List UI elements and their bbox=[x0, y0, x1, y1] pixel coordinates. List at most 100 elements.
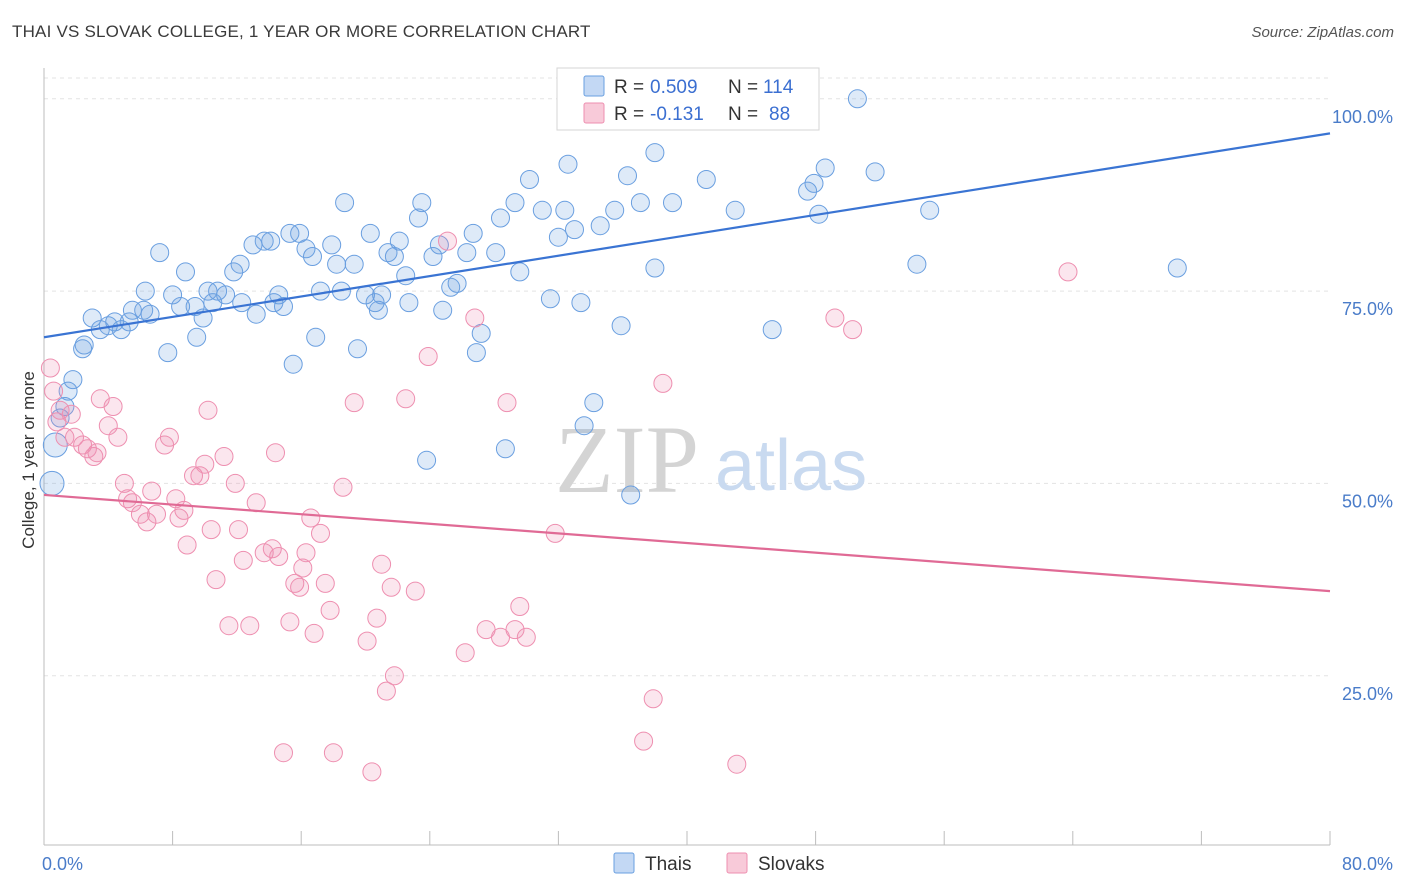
slovaks-point bbox=[634, 731, 654, 751]
bottom-legend-label-thais: Thais bbox=[645, 854, 691, 875]
slovaks-point bbox=[280, 612, 300, 632]
thais-point bbox=[520, 170, 539, 189]
thais-point bbox=[495, 439, 515, 459]
thais-point bbox=[254, 231, 274, 251]
slovaks-point bbox=[214, 447, 234, 466]
legend-r-value-thais: 0.509 bbox=[650, 77, 698, 98]
thais-point bbox=[216, 285, 236, 305]
thais-point bbox=[389, 231, 409, 251]
slovaks-point bbox=[362, 762, 382, 782]
thais-point bbox=[409, 208, 428, 228]
slovaks-point bbox=[405, 581, 425, 601]
slovaks-point bbox=[396, 389, 416, 409]
thais-point bbox=[491, 208, 510, 228]
slovaks-point bbox=[465, 308, 485, 328]
thais-point bbox=[344, 254, 364, 274]
slovaks-point bbox=[50, 400, 70, 420]
thais-point bbox=[135, 281, 155, 301]
thais-point bbox=[360, 223, 380, 243]
thais-point bbox=[804, 173, 824, 193]
slovaks-point bbox=[727, 754, 747, 774]
thais-point bbox=[645, 258, 665, 278]
thais-point bbox=[447, 273, 467, 293]
slovaks-point bbox=[1058, 262, 1078, 282]
thais-point bbox=[540, 289, 560, 309]
thais-point bbox=[348, 339, 367, 359]
slovaks-point bbox=[344, 393, 364, 413]
thais-point bbox=[571, 293, 591, 313]
thais-point bbox=[303, 247, 322, 266]
thais-point bbox=[505, 193, 525, 213]
slovaks-point bbox=[225, 473, 245, 493]
legend-n-value-slovaks: 88 bbox=[769, 104, 790, 125]
slovaks-point bbox=[266, 443, 285, 463]
thais-point bbox=[847, 89, 867, 109]
thais-point bbox=[158, 343, 178, 363]
slovaks-point bbox=[233, 550, 253, 570]
legend-n-label-thais: N = bbox=[728, 77, 758, 98]
thais-point bbox=[574, 416, 594, 436]
slovaks-point bbox=[190, 466, 210, 486]
legend-r-label-slovaks: R = bbox=[614, 104, 644, 125]
thais-point bbox=[306, 327, 326, 347]
watermark-zip: ZIP bbox=[555, 406, 699, 513]
slovaks-point bbox=[184, 466, 203, 486]
thais-point bbox=[74, 335, 94, 355]
slovaks-point bbox=[77, 439, 97, 459]
thais-point bbox=[365, 293, 385, 313]
thais-point bbox=[466, 343, 486, 363]
slovaks-point bbox=[40, 358, 60, 378]
thais-point bbox=[565, 220, 584, 240]
slovaks-point bbox=[262, 539, 282, 559]
legend-n-label-slovaks: N = bbox=[728, 104, 758, 125]
slovaks-point bbox=[130, 504, 150, 524]
slovaks-point bbox=[147, 504, 166, 524]
thais-point bbox=[224, 262, 244, 282]
slovaks-point bbox=[296, 543, 316, 563]
thais-point bbox=[150, 243, 170, 263]
x-tick-label-min: 0.0% bbox=[42, 854, 83, 874]
thais-point bbox=[274, 297, 293, 316]
bottom-legend-swatch-thais bbox=[613, 852, 635, 874]
thais-point bbox=[920, 200, 940, 220]
thais-point bbox=[725, 200, 745, 220]
thais-point bbox=[50, 408, 70, 428]
thais-point bbox=[645, 143, 665, 163]
thais-point bbox=[58, 381, 78, 401]
watermark: ZIP atlas bbox=[555, 406, 867, 513]
thais-point bbox=[558, 154, 578, 174]
slovaks-point bbox=[653, 373, 673, 393]
slovaks-point bbox=[376, 681, 396, 701]
slovaks-point bbox=[55, 427, 75, 447]
slovaks-point bbox=[497, 393, 517, 413]
thais-point bbox=[368, 300, 388, 320]
slovaks-point bbox=[843, 320, 863, 340]
thais-point bbox=[82, 308, 102, 328]
slovaks-point bbox=[177, 535, 197, 555]
slovaks-point bbox=[290, 577, 310, 597]
source-credit: Source: ZipAtlas.com bbox=[1251, 24, 1394, 41]
slovaks-point bbox=[315, 573, 335, 593]
slovaks-trend-line bbox=[43, 493, 1331, 593]
thais-point bbox=[486, 243, 506, 263]
slovaks-point bbox=[61, 404, 81, 424]
slovaks-point bbox=[367, 608, 387, 628]
slovaks-point bbox=[304, 623, 324, 643]
legend-swatch-thais bbox=[583, 75, 605, 97]
thais-point bbox=[584, 393, 604, 413]
thais-point bbox=[232, 293, 252, 313]
thais-point bbox=[510, 262, 530, 282]
slovaks-point bbox=[311, 523, 330, 543]
thais-point bbox=[618, 166, 637, 186]
thais-point bbox=[548, 227, 568, 247]
watermark-atlas: atlas bbox=[715, 426, 867, 506]
thais-point bbox=[280, 223, 300, 243]
thais-point bbox=[555, 200, 575, 220]
thais-point bbox=[611, 316, 631, 336]
slovaks-point bbox=[384, 666, 404, 686]
slovaks-point bbox=[516, 627, 536, 647]
thais-point bbox=[605, 200, 625, 220]
y-tick-label: 50.0% bbox=[1342, 491, 1393, 511]
slovaks-point bbox=[87, 443, 107, 463]
